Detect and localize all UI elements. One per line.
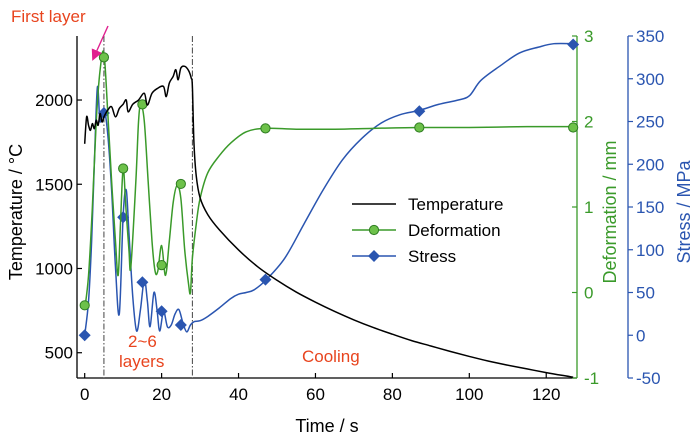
- x-axis-title: Time / s: [295, 416, 358, 436]
- annotation-cooling: Cooling: [302, 347, 360, 366]
- temperature-tick-label: 1500: [35, 175, 73, 194]
- stress-tick-label: 100: [636, 241, 664, 260]
- legend-marker-deformation: [368, 224, 380, 236]
- data-point-deformation: [79, 300, 90, 311]
- data-point-stress: [155, 305, 168, 318]
- series-line-deformation: [83, 50, 574, 310]
- legend: Temperature Deformation Stress: [352, 195, 503, 266]
- stress-tick-label: 150: [636, 198, 664, 217]
- legend-marker-stress: [368, 250, 380, 262]
- data-point-deformation: [98, 52, 110, 63]
- x-tick-label: 120: [532, 385, 560, 404]
- legend-label-deformation: Deformation: [408, 221, 501, 240]
- data-point-stress: [567, 38, 580, 51]
- series-line-temperature: [83, 65, 574, 378]
- deformation-tick-label: 1: [584, 198, 593, 217]
- data-point-deformation: [568, 122, 579, 133]
- data-point-deformation: [118, 163, 129, 174]
- y-axis-title-stress: Stress / MPa: [674, 160, 694, 264]
- plot-area: 0 20 40 60 80 100 120 500 1000 1500 2000 -1 0 1 2 3 -50 0…: [35, 27, 664, 404]
- annotation-layers-count: 2~6: [128, 332, 157, 351]
- stress-tick-label: 250: [636, 113, 664, 132]
- data-point-stress: [136, 276, 149, 289]
- deformation-tick-label: 2: [584, 113, 593, 132]
- x-tick-label: 100: [455, 385, 483, 404]
- stress-tick-label: 300: [636, 70, 664, 89]
- temperature-tick-label: 1000: [35, 259, 73, 278]
- temperature-tick-label: 2000: [35, 91, 73, 110]
- legend-label-temperature: Temperature: [408, 195, 503, 214]
- deformation-tick-label: -1: [584, 369, 599, 388]
- stress-tick-label: 350: [636, 27, 664, 46]
- data-point-deformation: [414, 122, 425, 133]
- data-point-deformation: [156, 260, 167, 271]
- deformation-tick-label: 0: [584, 284, 593, 303]
- deformation-tick-label: 3: [584, 27, 593, 46]
- first-layer-arrow: [91, 25, 109, 61]
- series-line-stress: [83, 42, 574, 336]
- annotation-first-layer: First layer: [11, 7, 86, 26]
- data-point-stress: [413, 105, 426, 118]
- data-point-deformation: [260, 123, 271, 134]
- data-point-stress: [259, 273, 272, 286]
- x-tick-label: 20: [152, 385, 171, 404]
- y-axis-title-temperature: Temperature / °C: [6, 144, 26, 280]
- data-point-deformation: [175, 178, 186, 190]
- x-tick-label: 60: [306, 385, 325, 404]
- stress-tick-label: -50: [636, 369, 661, 388]
- x-tick-label: 80: [383, 385, 402, 404]
- stress-tick-label: 50: [636, 284, 655, 303]
- y-axis-title-deformation: Deformation / mm: [600, 140, 620, 283]
- stress-tick-label: 0: [636, 326, 645, 345]
- stress-tick-label: 200: [636, 155, 664, 174]
- x-tick-label: 40: [229, 385, 248, 404]
- data-point-stress: [174, 318, 187, 331]
- annotation-layers-word: layers: [119, 352, 164, 371]
- legend-label-stress: Stress: [408, 247, 456, 266]
- data-point-stress: [78, 329, 91, 342]
- temperature-tick-label: 500: [45, 344, 73, 363]
- x-tick-label: 0: [80, 385, 89, 404]
